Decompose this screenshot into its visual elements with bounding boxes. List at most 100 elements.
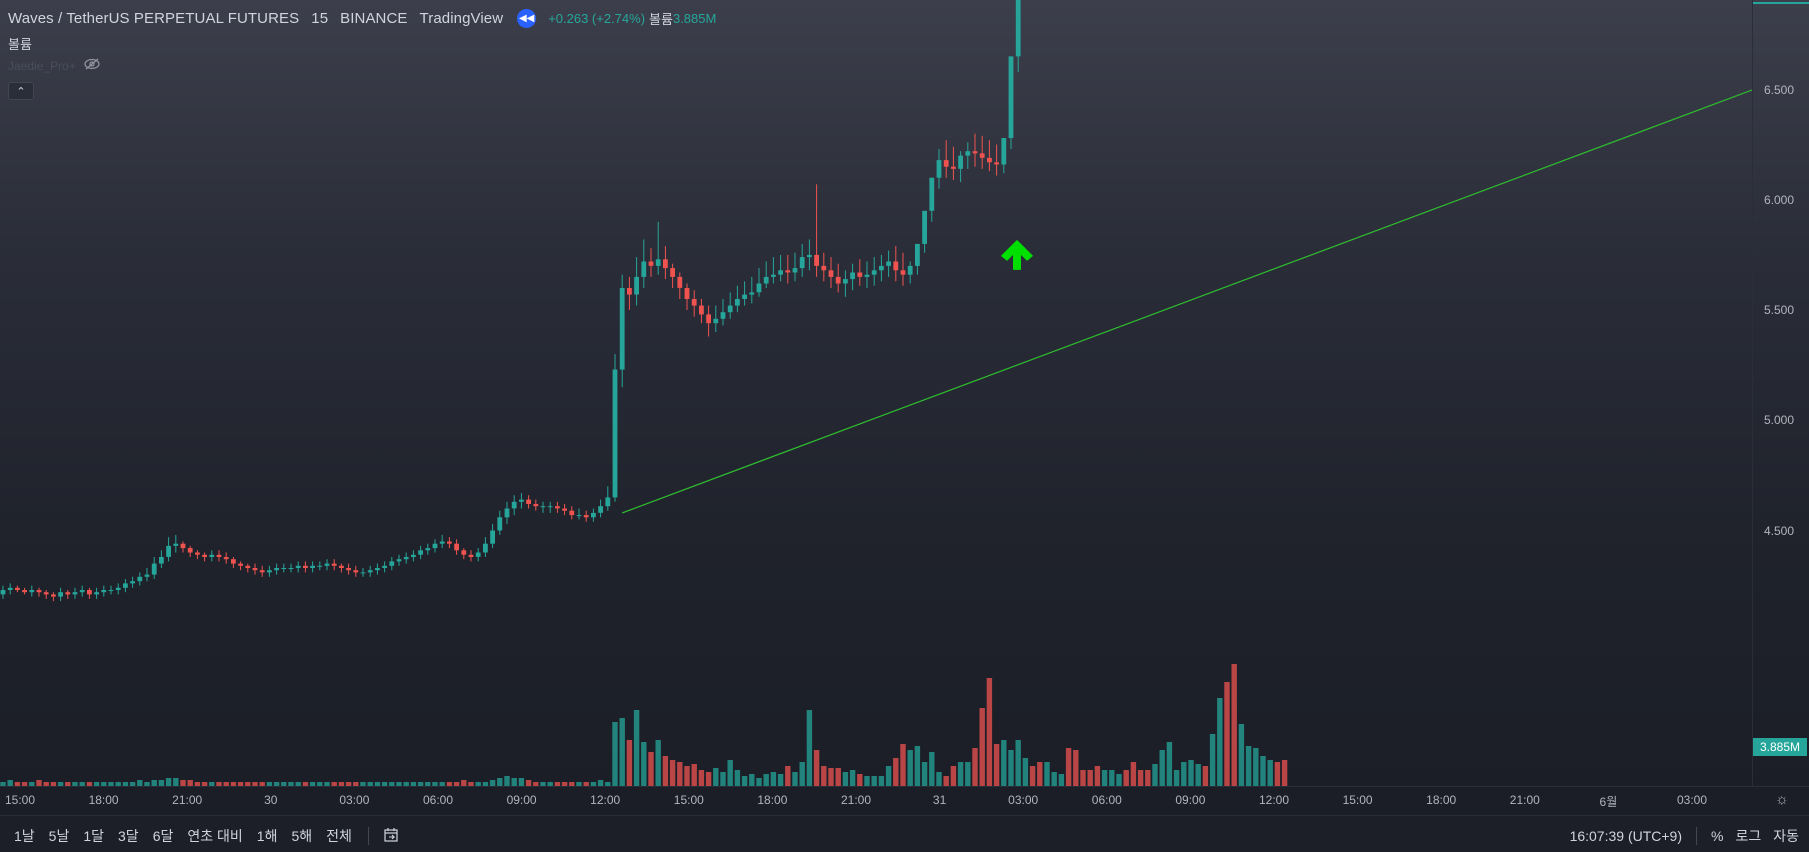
collapse-legend-button[interactable]: ⌃ bbox=[8, 82, 34, 100]
range-ytd-button[interactable]: 연초 대비 bbox=[187, 828, 243, 844]
volume-bar bbox=[252, 782, 258, 786]
candle-body bbox=[123, 583, 128, 588]
candle-body bbox=[799, 257, 805, 269]
rewind-icon[interactable]: ◀◀ bbox=[517, 9, 537, 28]
candle-body bbox=[907, 265, 913, 275]
symbol-title[interactable]: Waves / TetherUS PERPETUAL FUTURES bbox=[8, 10, 300, 27]
candle-body bbox=[231, 559, 236, 564]
volume-bar bbox=[288, 782, 294, 786]
volume-bar bbox=[979, 708, 985, 786]
candle-body bbox=[634, 276, 639, 295]
candle-body bbox=[353, 570, 359, 573]
volume-bar bbox=[943, 776, 949, 786]
time-tick: 06:00 bbox=[1091, 793, 1122, 807]
volume-bar bbox=[828, 768, 834, 786]
range-6m-button[interactable]: 6달 bbox=[152, 828, 174, 844]
candle-body bbox=[94, 592, 99, 595]
volume-bar bbox=[1073, 750, 1079, 786]
candle-body bbox=[22, 590, 27, 593]
volume-bar bbox=[1267, 760, 1273, 786]
candle-body bbox=[87, 590, 92, 595]
time-tick: 30 bbox=[264, 793, 278, 807]
volume-bar bbox=[230, 782, 237, 786]
range-5y-button[interactable]: 5해 bbox=[291, 828, 313, 844]
volume-bar bbox=[662, 756, 669, 786]
volume-bar bbox=[122, 782, 129, 786]
calendar-goto-icon[interactable] bbox=[383, 827, 399, 846]
volume-bar bbox=[439, 782, 445, 786]
volume-bar bbox=[648, 752, 654, 786]
volume-bar bbox=[1217, 698, 1223, 786]
volume-indicator-label[interactable]: 볼륨 bbox=[8, 37, 32, 52]
range-1d-button[interactable]: 1날 bbox=[14, 828, 35, 844]
volume-bar bbox=[446, 782, 453, 786]
time-tick: 09:00 bbox=[1175, 793, 1206, 807]
range-3m-button[interactable]: 3달 bbox=[118, 828, 139, 844]
volume-bar bbox=[619, 718, 625, 786]
range-1y-button[interactable]: 1해 bbox=[256, 828, 278, 844]
candle-body bbox=[850, 272, 855, 280]
candle-body bbox=[252, 568, 258, 571]
volume-bar bbox=[864, 776, 870, 786]
candle-body bbox=[576, 515, 582, 517]
candle-body bbox=[238, 563, 243, 566]
volume-bar bbox=[259, 782, 265, 786]
range-5d-button[interactable]: 5날 bbox=[48, 828, 70, 844]
volume-bar bbox=[295, 782, 301, 786]
volume-bar bbox=[993, 744, 1000, 786]
volume-bar bbox=[338, 782, 345, 786]
volume-bar bbox=[950, 766, 957, 786]
volume-bar bbox=[1231, 664, 1237, 786]
volume-bar bbox=[475, 782, 481, 786]
gear-icon[interactable]: ☼ bbox=[1775, 791, 1789, 808]
volume-bar bbox=[1044, 762, 1050, 786]
candle-body bbox=[871, 270, 877, 275]
clock-timezone[interactable]: 16:07:39 (UTC+9) bbox=[1569, 828, 1683, 844]
volume-bar bbox=[1245, 746, 1252, 786]
candle-body bbox=[36, 590, 42, 593]
volume-bar bbox=[1137, 770, 1144, 786]
time-tick: 12:00 bbox=[590, 793, 621, 807]
time-axis[interactable] bbox=[0, 786, 1809, 814]
percent-scale-button[interactable]: % bbox=[1711, 828, 1724, 844]
candle-body bbox=[209, 554, 215, 557]
volume-bar bbox=[1238, 724, 1245, 786]
volume-bar bbox=[345, 782, 352, 786]
price-tick: 5.000 bbox=[1764, 413, 1795, 428]
volume-bar bbox=[504, 776, 510, 786]
time-tick: 12:00 bbox=[1258, 793, 1290, 807]
volume-bar bbox=[511, 778, 517, 786]
candle-body bbox=[843, 279, 848, 284]
time-tick: 15:00 bbox=[4, 793, 36, 807]
volume-bar bbox=[1260, 756, 1266, 786]
candle-body bbox=[490, 530, 495, 544]
indicator-name[interactable]: Jaedie_Pro+ bbox=[8, 58, 76, 73]
volume-bar bbox=[410, 782, 417, 786]
volume-bar bbox=[605, 782, 611, 786]
volume-bar bbox=[180, 780, 186, 786]
candle-body bbox=[166, 545, 171, 557]
volume-bar bbox=[878, 776, 885, 786]
range-all-button[interactable]: 전체 bbox=[326, 828, 352, 844]
time-tick: 18:00 bbox=[88, 793, 119, 807]
candle-body bbox=[375, 568, 380, 571]
candle-body bbox=[115, 587, 121, 590]
volume-bar bbox=[216, 782, 222, 786]
candle-body bbox=[720, 312, 726, 319]
candle-body bbox=[879, 265, 884, 271]
auto-scale-button[interactable]: 자동 bbox=[1773, 828, 1799, 844]
range-1m-button[interactable]: 1달 bbox=[83, 828, 105, 844]
volume-bar bbox=[957, 762, 964, 786]
exchange-label: BINANCE bbox=[340, 10, 408, 27]
candle-body bbox=[1008, 56, 1014, 138]
price-chart[interactable] bbox=[0, 0, 1752, 786]
volume-bar bbox=[223, 782, 229, 786]
candle-body bbox=[807, 254, 812, 258]
candle-body bbox=[979, 153, 985, 158]
eye-off-icon[interactable] bbox=[84, 58, 100, 73]
price-axis[interactable] bbox=[1752, 0, 1809, 786]
candle-body bbox=[396, 559, 402, 562]
interval-label[interactable]: 15 bbox=[311, 10, 329, 27]
log-scale-button[interactable]: 로그 bbox=[1735, 828, 1762, 844]
